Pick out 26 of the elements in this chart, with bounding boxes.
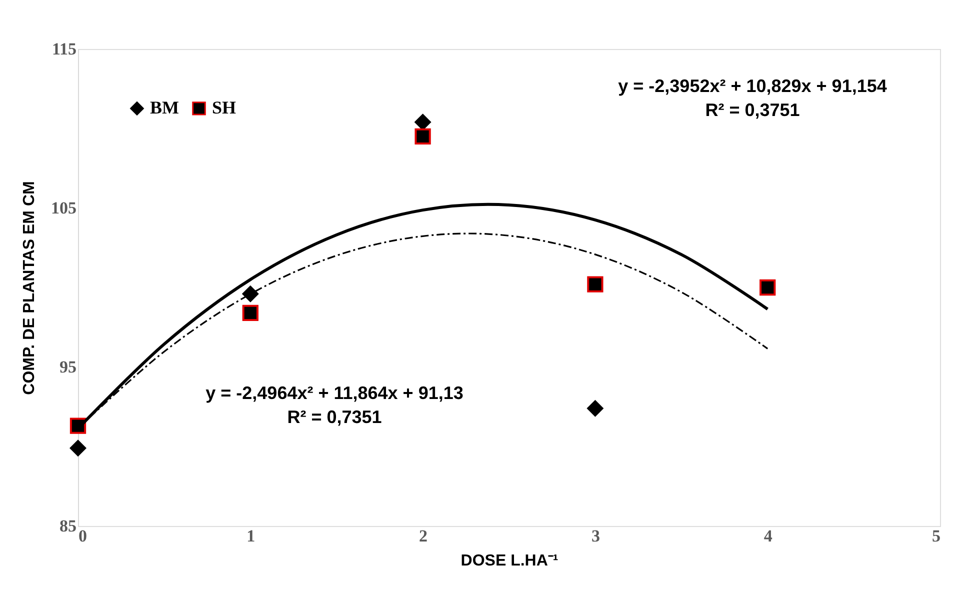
x-tick-label: 4 xyxy=(764,526,773,546)
annotation: R² = 0,3751 xyxy=(705,100,800,120)
y-tick-label: 115 xyxy=(52,40,76,58)
point xyxy=(242,286,258,302)
annotation: y = -2,3952x² + 10,829x + 91,154 xyxy=(618,76,887,96)
y-tick-label: 85 xyxy=(60,516,76,536)
legend-label: SH xyxy=(212,97,236,118)
y-tick-label: 95 xyxy=(60,358,76,376)
point xyxy=(414,114,431,130)
x-tick-label: 0 xyxy=(78,526,87,546)
annotation: y = -2,4964x² + 11,864x + 91,13 xyxy=(206,383,464,403)
legend-label: BM xyxy=(150,97,180,118)
point xyxy=(414,128,431,145)
y-axis-title: COMP. DE PLANTAS EM CM xyxy=(21,181,38,395)
point xyxy=(242,304,258,322)
point xyxy=(760,279,776,296)
annotation: R² = 0,7351 xyxy=(287,407,382,427)
y-tick-label: 105 xyxy=(51,198,76,218)
x-tick-label: 5 xyxy=(932,526,940,546)
x-tick-label: 1 xyxy=(246,526,256,546)
point xyxy=(587,400,604,416)
x-tick-label: 3 xyxy=(591,526,600,546)
point xyxy=(70,440,86,456)
x-tick-label: 2 xyxy=(419,526,428,546)
point xyxy=(587,276,604,292)
x-axis-title: DOSE L.HA⁻¹ xyxy=(460,552,558,570)
